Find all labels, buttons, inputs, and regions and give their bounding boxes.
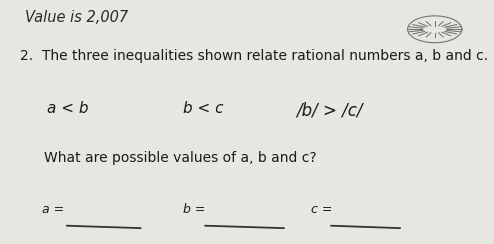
Text: a < b: a < b bbox=[47, 101, 88, 116]
Text: 2.  The three inequalities shown relate rational numbers a, b and c.: 2. The three inequalities shown relate r… bbox=[20, 49, 488, 63]
Text: c =: c = bbox=[311, 203, 332, 216]
Text: /b/ > /c/: /b/ > /c/ bbox=[296, 101, 363, 119]
Text: b < c: b < c bbox=[183, 101, 223, 116]
Text: a =: a = bbox=[42, 203, 64, 216]
Text: b =: b = bbox=[183, 203, 205, 216]
Text: Value is 2,007: Value is 2,007 bbox=[25, 10, 128, 25]
Text: What are possible values of a, b and c?: What are possible values of a, b and c? bbox=[44, 151, 317, 165]
